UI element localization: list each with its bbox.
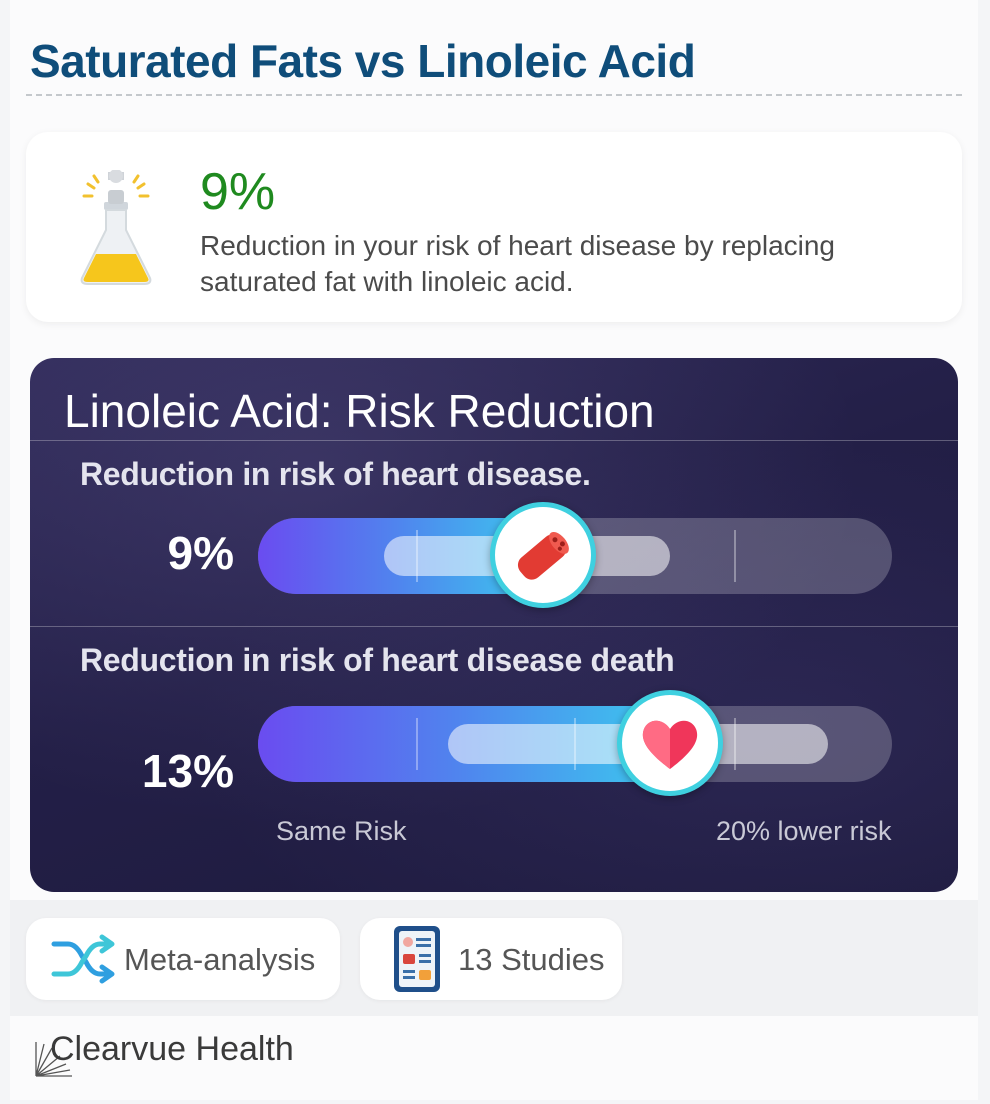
panel-divider [30, 626, 958, 627]
marker-heart-disease [490, 502, 597, 608]
badge-meta-analysis: Meta-analysis [26, 918, 340, 1000]
page-title: Saturated Fats vs Linoleic Acid [30, 35, 696, 87]
scale-max-label: 20% lower risk [716, 816, 892, 846]
metric-value-heart-disease-death: 13% [141, 745, 234, 797]
shuffle-icon [51, 934, 115, 984]
metric-label-heart-disease-death: Reduction in risk of heart disease death [80, 642, 675, 678]
tick-mark [416, 718, 418, 770]
artery-icon [518, 531, 570, 580]
flask-icon [80, 170, 152, 285]
risk-reduction-panel: Linoleic Acid: Risk Reduction Reduction … [30, 358, 958, 892]
tick-mark [574, 718, 576, 770]
tick-mark [734, 718, 736, 770]
tick-mark [416, 530, 418, 582]
badge-label: 13 Studies [458, 942, 605, 977]
summary-description: Reduction in your risk of heart disease … [200, 230, 836, 297]
metric-label-heart-disease: Reduction in risk of heart disease. [80, 456, 591, 492]
badge-label: Meta-analysis [124, 942, 316, 977]
title-divider [26, 94, 962, 96]
marker-heart-disease-death [617, 690, 724, 796]
brand-mark-icon [35, 1042, 72, 1077]
progress-track-heart-disease-death [258, 706, 892, 782]
summary-card: 9% Reduction in your risk of heart disea… [26, 132, 962, 322]
report-icon [394, 926, 440, 992]
summary-value: 9% [200, 163, 276, 221]
panel-title: Linoleic Acid: Risk Reduction [64, 385, 655, 437]
panel-divider [30, 440, 958, 441]
heart-icon [642, 720, 698, 769]
metric-value-heart-disease: 9% [167, 527, 234, 579]
badge-studies: 13 Studies [360, 918, 622, 1000]
brand-name: Clearvue Health [50, 1030, 294, 1068]
scale-min-label: Same Risk [276, 816, 407, 846]
tick-mark [734, 530, 736, 582]
